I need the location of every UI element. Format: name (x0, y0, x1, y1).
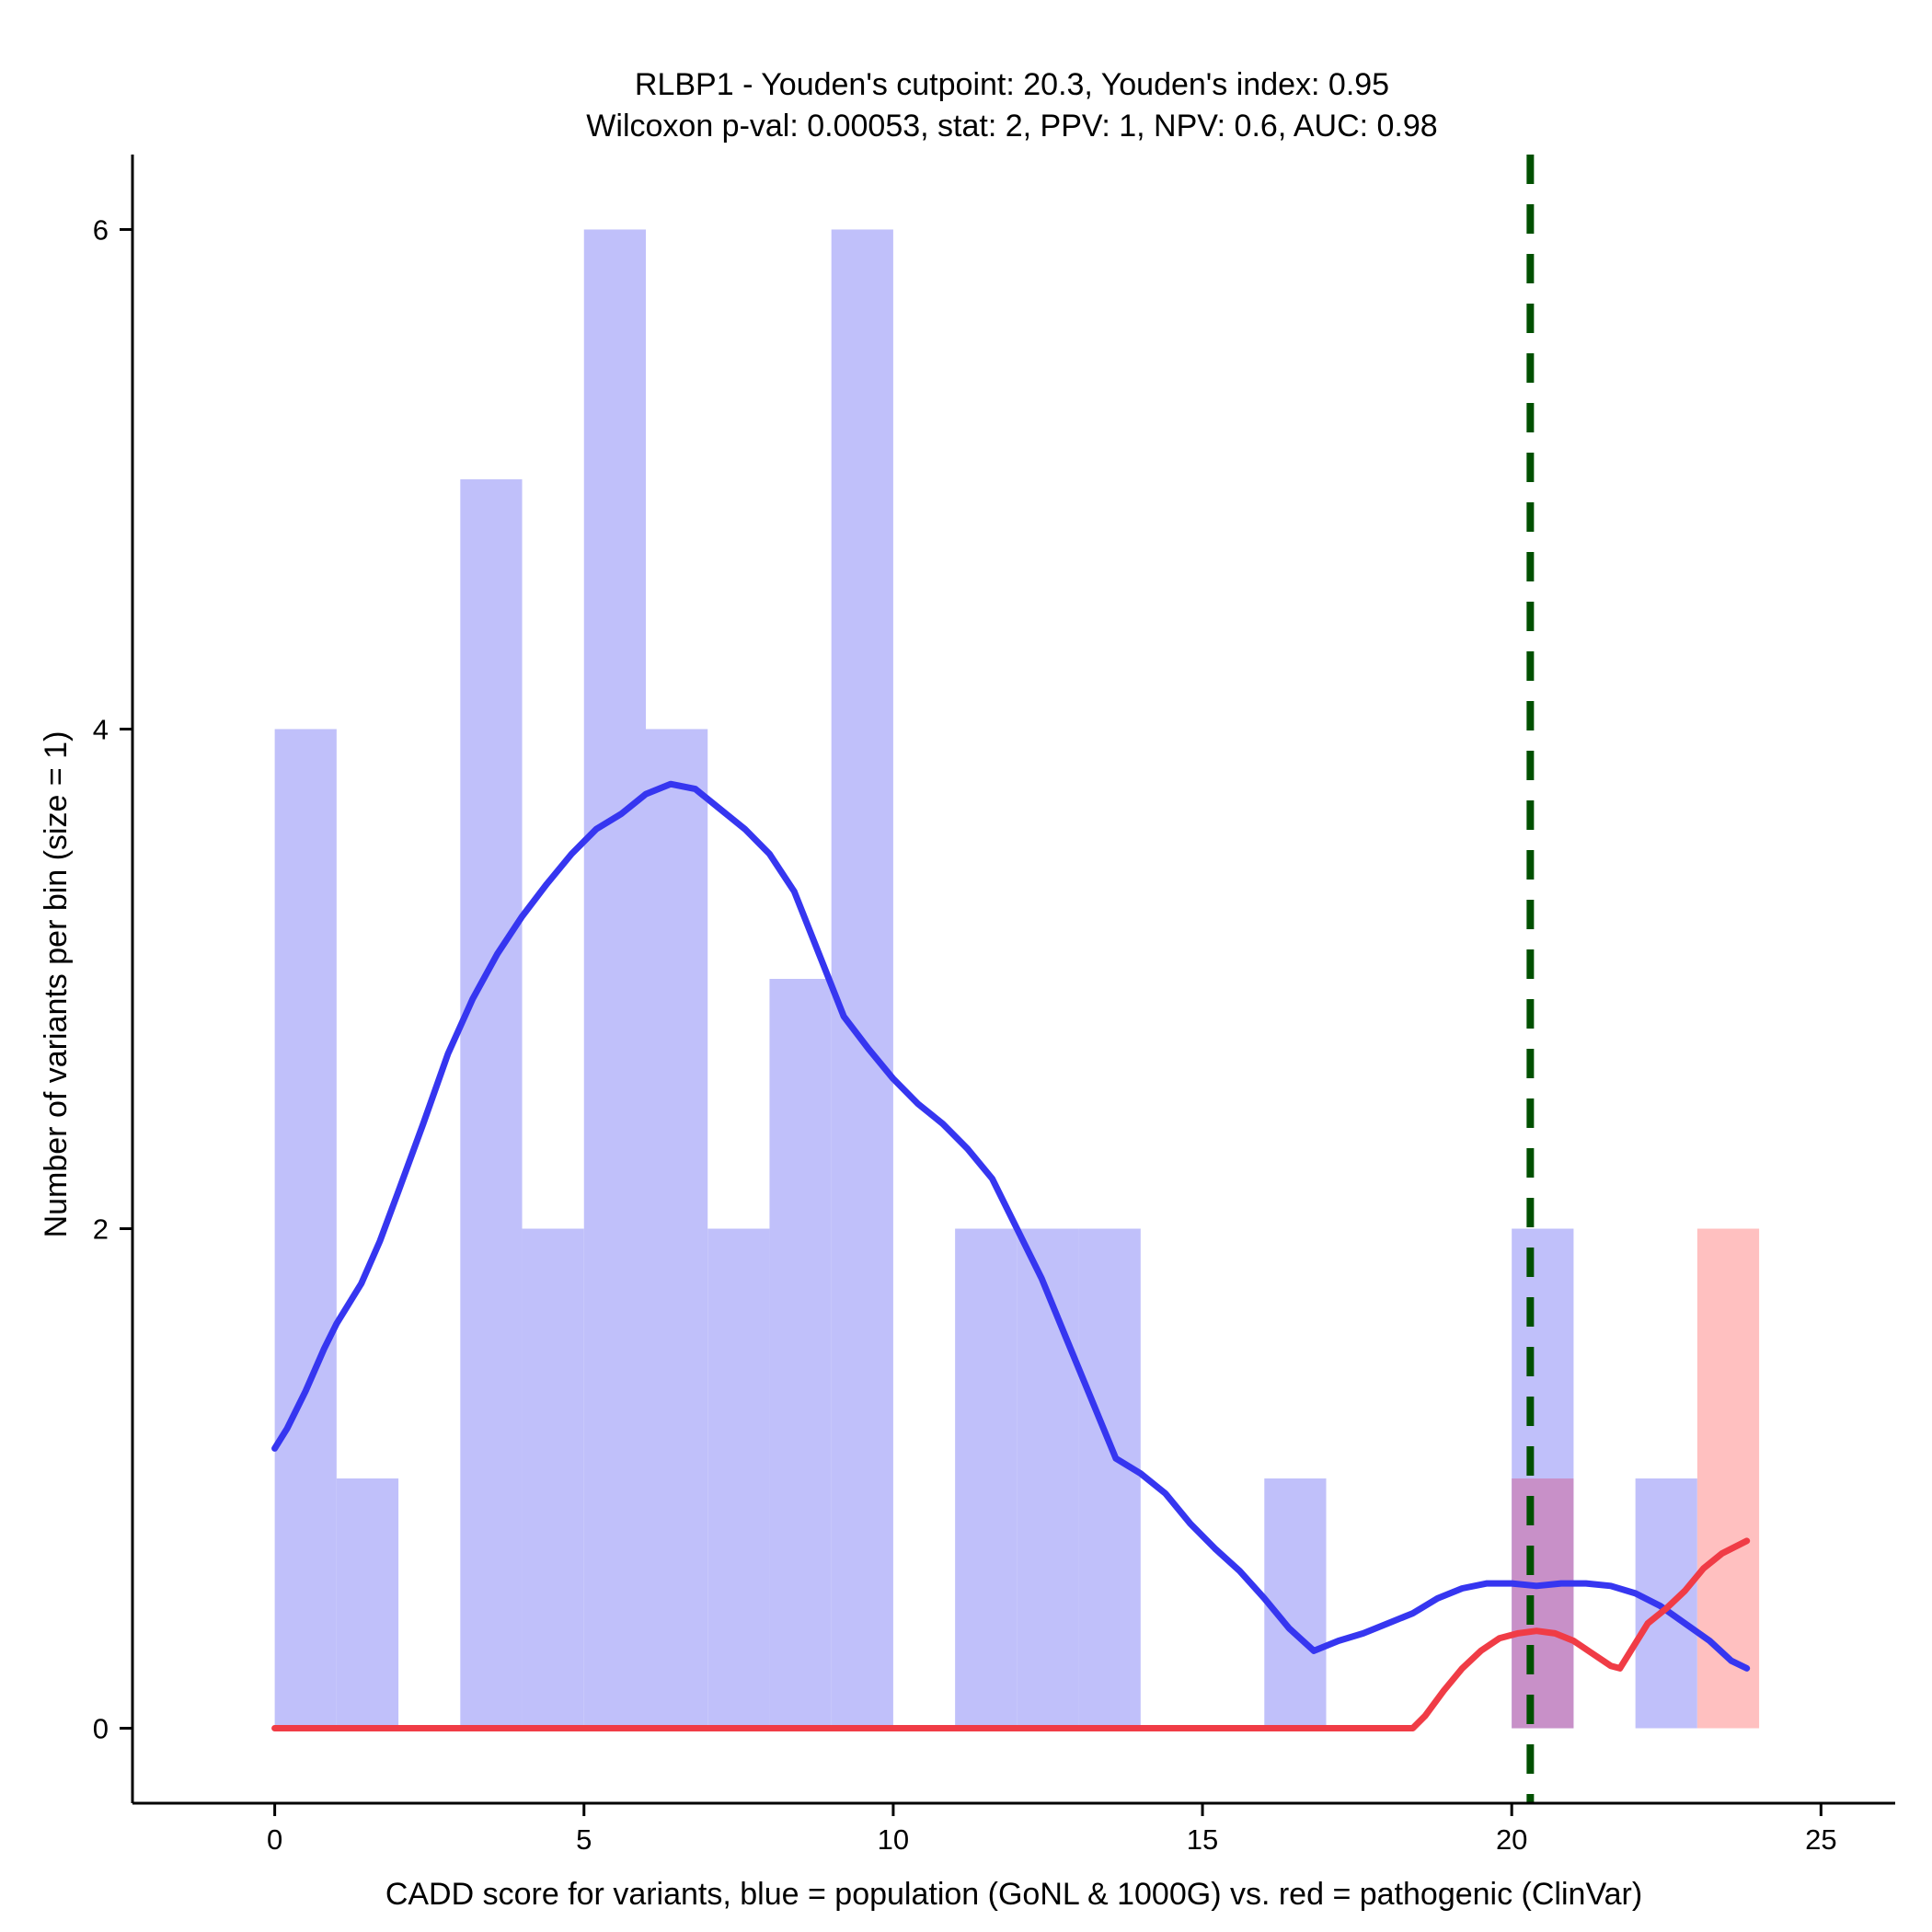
population-bar (769, 979, 832, 1729)
population-bar (1017, 1228, 1079, 1729)
population-bar (955, 1228, 1018, 1729)
pathogenic-bar (1696, 1228, 1760, 1729)
population-bar (645, 729, 708, 1729)
pathogenic-density-line (271, 1537, 1751, 1731)
overlap-bar (1512, 1478, 1574, 1729)
density-curves (271, 780, 1751, 1731)
y-tick-label: 2 (93, 1213, 109, 1246)
x-tick-label: 10 (878, 1823, 909, 1856)
x-tick-label: 20 (1496, 1823, 1527, 1856)
x-tick-label: 15 (1187, 1823, 1218, 1856)
y-tick-label: 4 (93, 713, 109, 745)
y-axis-label: Number of variants per bin (size = 1) (39, 731, 74, 1238)
population-bar (522, 1228, 584, 1729)
chart-title-line-2: Wilcoxon p-val: 0.00053, stat: 2, PPV: 1… (586, 109, 1437, 144)
population-bar (707, 1228, 770, 1729)
y-tick-label: 0 (93, 1713, 109, 1745)
population-bar (583, 229, 646, 1729)
population-bar (831, 229, 893, 1729)
population-bar (1078, 1228, 1141, 1729)
histogram-bars (274, 229, 1760, 1729)
x-axis-label: CADD score for variants, blue = populati… (385, 1877, 1642, 1912)
x-tick-label: 0 (267, 1823, 282, 1856)
population-bar (460, 478, 523, 1729)
x-tick-label: 5 (576, 1823, 592, 1856)
x-tick-label: 25 (1805, 1823, 1836, 1856)
population-bar (336, 1478, 399, 1729)
axes: 0 5 10 15 20 25 0 2 4 6 (93, 155, 1895, 1856)
y-tick-label: 6 (93, 213, 109, 246)
population-bar (1635, 1478, 1697, 1729)
population-bar (1264, 1478, 1327, 1729)
chart-title-line-1: RLBP1 - Youden's cutpoint: 20.3, Youden'… (635, 67, 1389, 102)
population-bar (274, 729, 337, 1729)
population-density-line (271, 780, 1751, 1672)
